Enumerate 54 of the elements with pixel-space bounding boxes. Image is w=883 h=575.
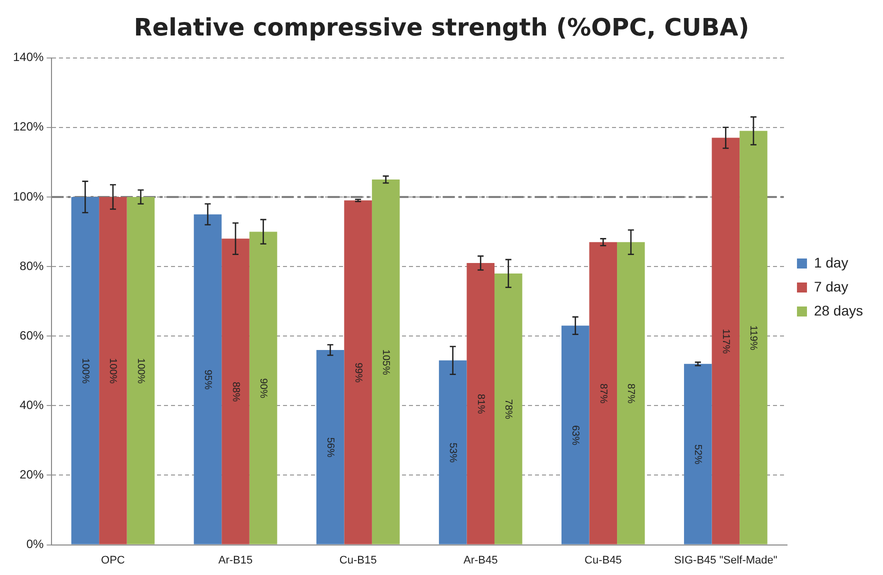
bar [344, 200, 372, 544]
data-label: 78% [502, 399, 514, 420]
data-label: 87% [597, 383, 608, 404]
bar [561, 326, 590, 544]
y-tick-label: 60% [20, 328, 44, 342]
data-label: 117% [720, 328, 731, 354]
x-tick-label: SIG-B45 "Self-Made" [674, 554, 778, 566]
bar [99, 196, 127, 544]
bar [712, 138, 740, 544]
y-tick-label: 100% [12, 189, 44, 204]
y-tick-label: 40% [20, 398, 44, 412]
bar [438, 360, 467, 544]
data-label: 88% [230, 382, 241, 402]
legend-label: 7 day [814, 278, 848, 294]
bar [126, 196, 155, 544]
data-label: 100% [134, 358, 146, 384]
bar [222, 238, 250, 544]
y-tick-label: 120% [12, 120, 44, 134]
data-label: 119% [748, 325, 759, 350]
x-tick-label: Ar-B15 [218, 554, 253, 566]
data-label: 81% [474, 394, 486, 414]
y-tick-label: 80% [20, 258, 44, 273]
y-tick-label: 140% [12, 50, 44, 64]
bar [617, 242, 645, 544]
data-label: 63% [570, 425, 581, 446]
data-label: 100% [107, 358, 118, 384]
x-tick-label: Cu-B45 [584, 554, 622, 566]
bar [740, 130, 768, 544]
x-tick-label: Ar-B45 [463, 554, 498, 566]
legend-label: 28 days [814, 302, 864, 318]
y-tick-label: 20% [20, 468, 44, 482]
bar [589, 242, 618, 544]
data-label: 100% [79, 358, 90, 384]
data-label: 87% [625, 383, 636, 404]
x-tick-label: Cu-B15 [339, 554, 377, 566]
data-label: 53% [447, 442, 458, 463]
bar [684, 364, 712, 544]
bar [494, 273, 522, 544]
x-tick-label: OPC [101, 554, 125, 566]
y-tick-label: 0% [26, 537, 44, 552]
data-label: 99% [352, 362, 364, 383]
legend-label: 1 day [814, 254, 848, 270]
data-label: 56% [324, 437, 336, 458]
bar [372, 180, 400, 544]
bar [466, 263, 494, 544]
bar [194, 214, 222, 544]
data-label: 95% [202, 370, 213, 390]
data-label: 52% [692, 444, 704, 464]
bar [249, 232, 278, 544]
bar [71, 196, 100, 544]
bar [316, 350, 344, 544]
data-label: 105% [380, 349, 392, 376]
data-label: 90% [258, 378, 269, 398]
chart-title: Relative compressive strength (%OPC, CUBA) [134, 14, 750, 42]
